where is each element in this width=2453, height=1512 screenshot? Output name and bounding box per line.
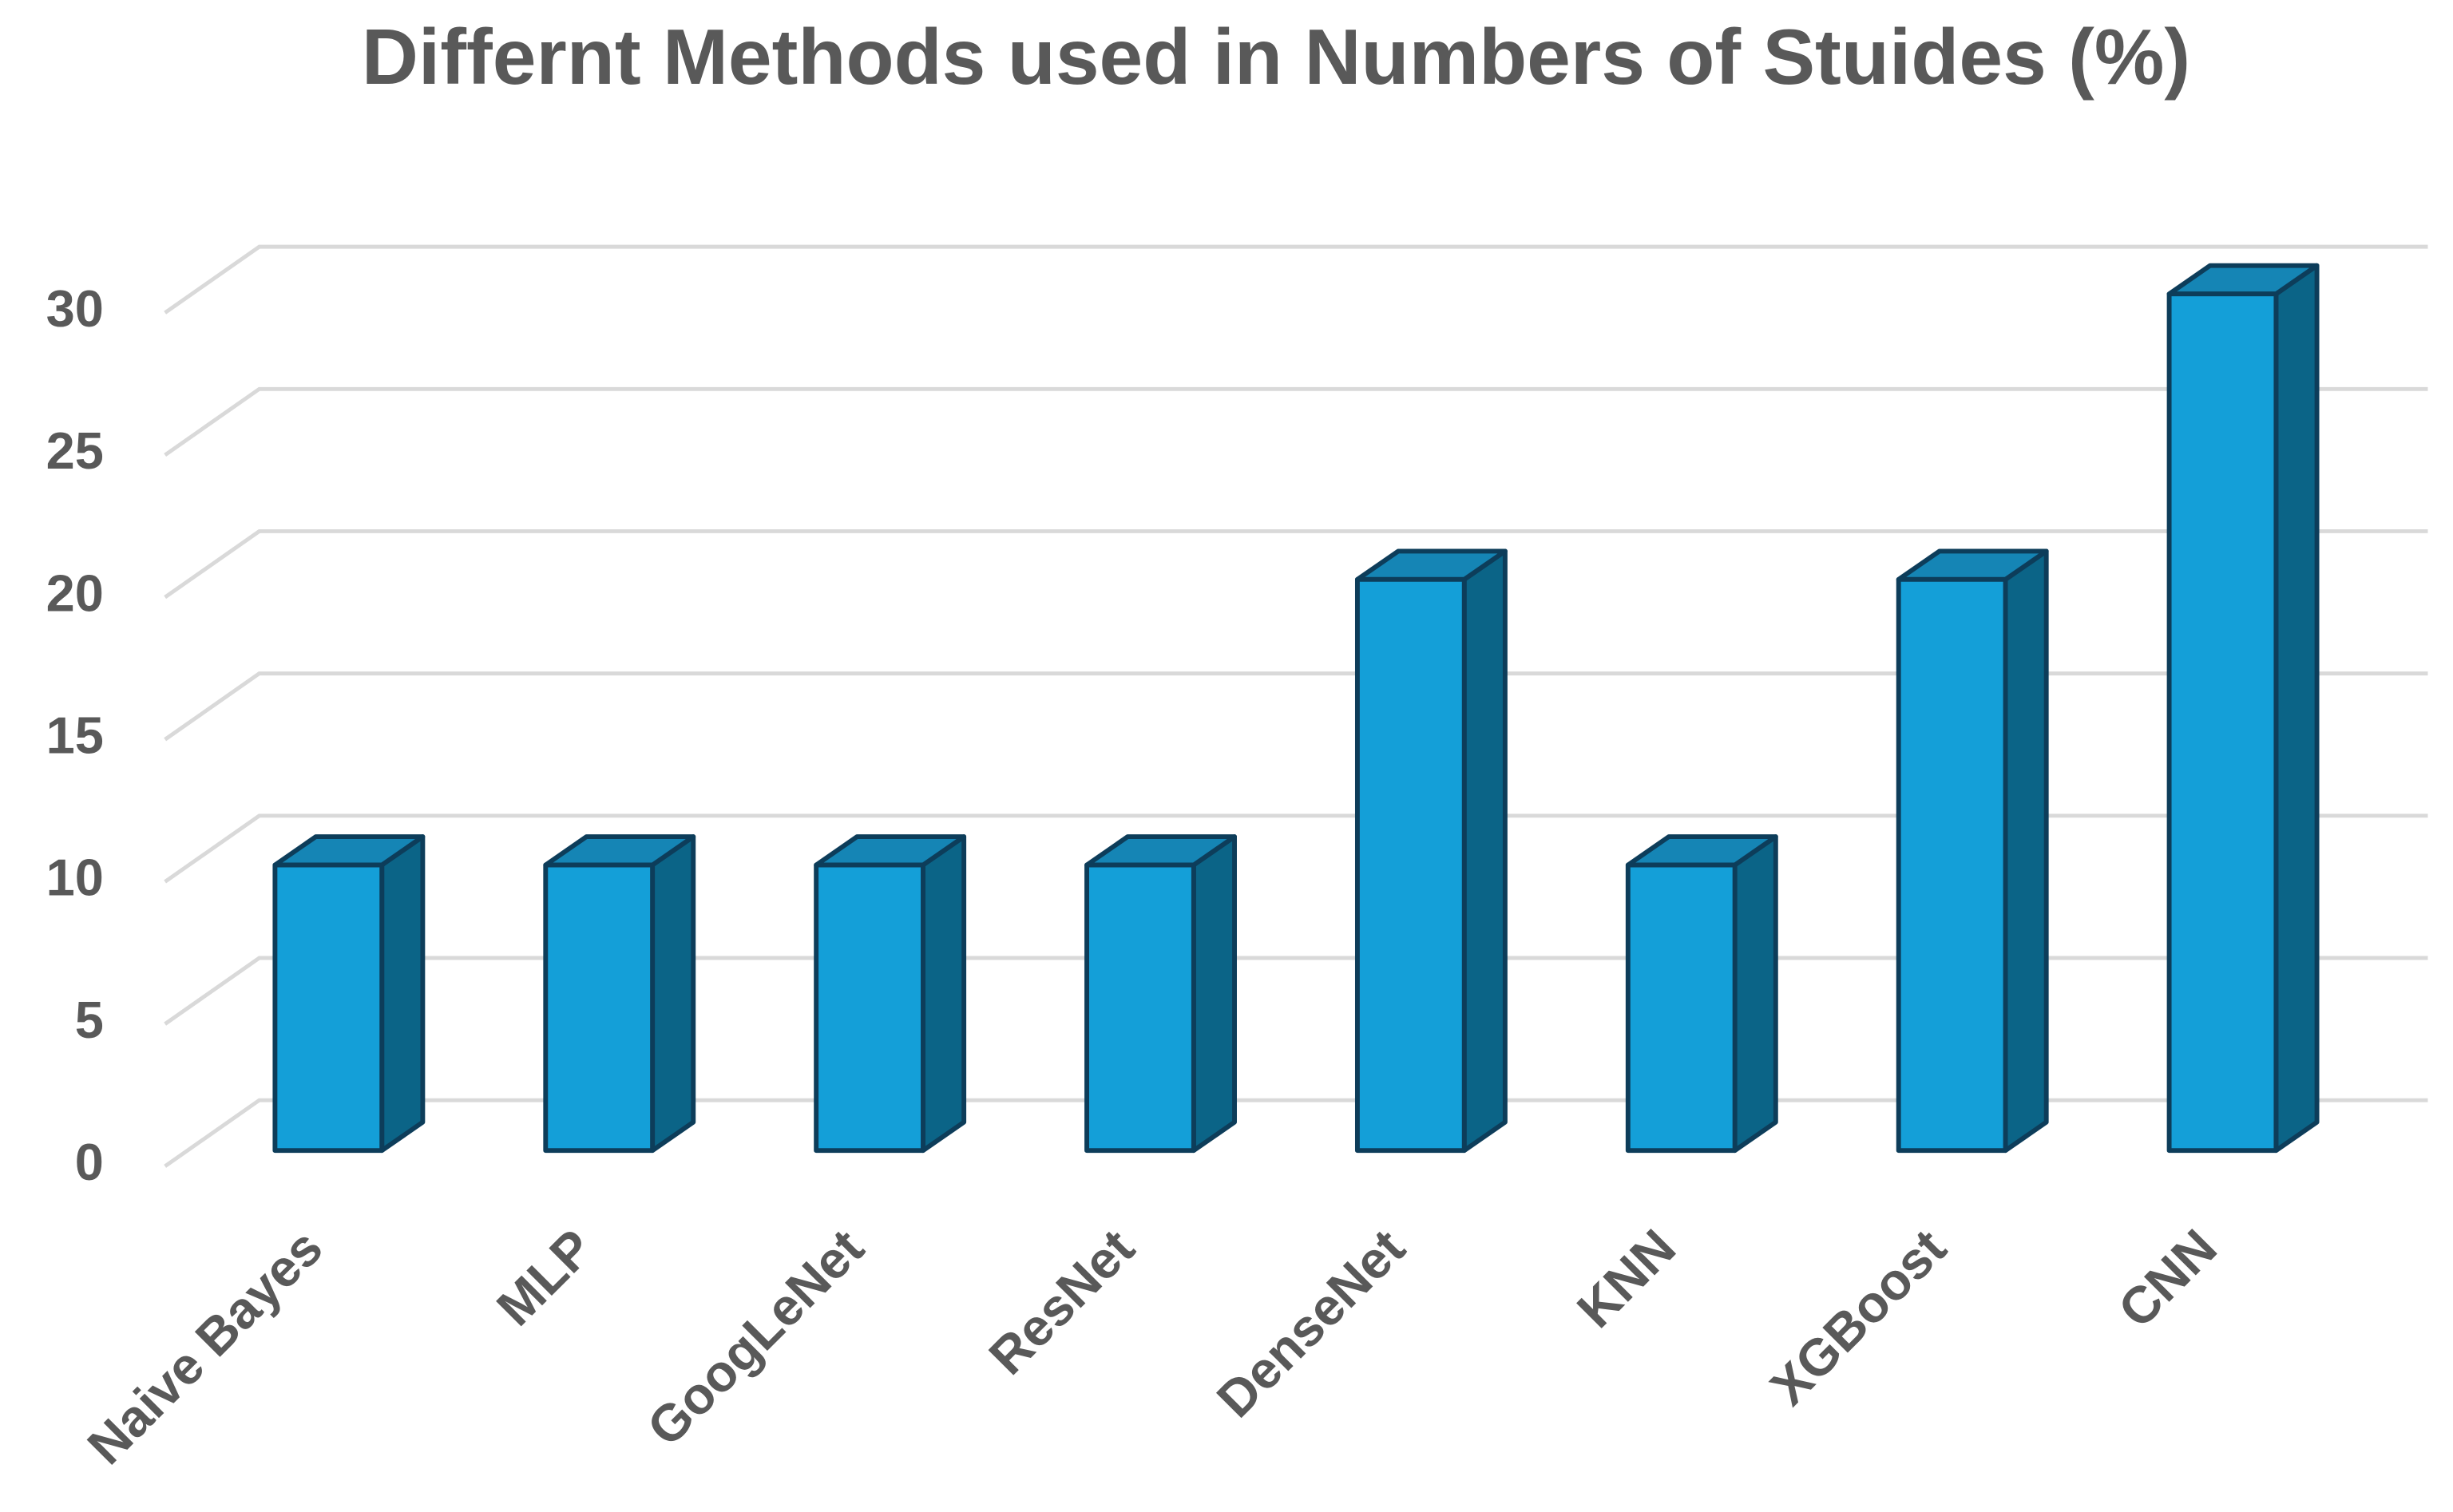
y-tick-label: 15 — [46, 706, 104, 764]
x-tick-label: ResNet — [977, 1218, 1145, 1386]
x-tick-label: Naive Bayes — [76, 1218, 333, 1475]
bar — [814, 862, 925, 1154]
bar — [2166, 291, 2279, 1154]
grid-line — [164, 813, 2428, 884]
bar — [1084, 862, 1196, 1154]
bar-side — [921, 834, 967, 1154]
bar — [543, 862, 656, 1154]
bar-side — [1732, 834, 1778, 1154]
x-tick-label: GoogLeNet — [636, 1218, 874, 1457]
grid-line — [164, 528, 2428, 600]
bar — [1354, 576, 1467, 1154]
bar-side — [2003, 548, 2049, 1154]
y-tick-label: 5 — [75, 991, 104, 1049]
grid-line — [164, 244, 2428, 315]
chart-title: Differnt Methods used in Numbers of Stui… — [362, 13, 2190, 101]
grid-line — [164, 671, 2428, 742]
bar — [1896, 576, 2008, 1154]
x-tick-label: XGBoost — [1759, 1218, 1957, 1416]
grid-line — [164, 956, 2428, 1026]
bar-side — [1191, 834, 1237, 1154]
x-tick-label: DenseNet — [1206, 1218, 1416, 1428]
grid-line — [164, 1098, 2428, 1168]
bar-side — [650, 834, 696, 1154]
x-tick-label: MLP — [485, 1218, 604, 1337]
x-tick-label: CNN — [2107, 1218, 2228, 1339]
y-tick-label: 30 — [46, 279, 104, 338]
x-tick-label: KNN — [1566, 1218, 1686, 1339]
bar-side — [1461, 548, 1508, 1154]
y-tick-label: 20 — [46, 564, 104, 622]
bar-side — [2273, 263, 2320, 1154]
bar-side — [379, 834, 426, 1154]
bar — [1625, 862, 1738, 1154]
grid-line — [164, 386, 2428, 457]
y-tick-label: 10 — [46, 849, 104, 907]
y-tick-label: 25 — [46, 422, 104, 480]
y-tick-label: 0 — [75, 1133, 104, 1191]
bar — [272, 862, 385, 1154]
